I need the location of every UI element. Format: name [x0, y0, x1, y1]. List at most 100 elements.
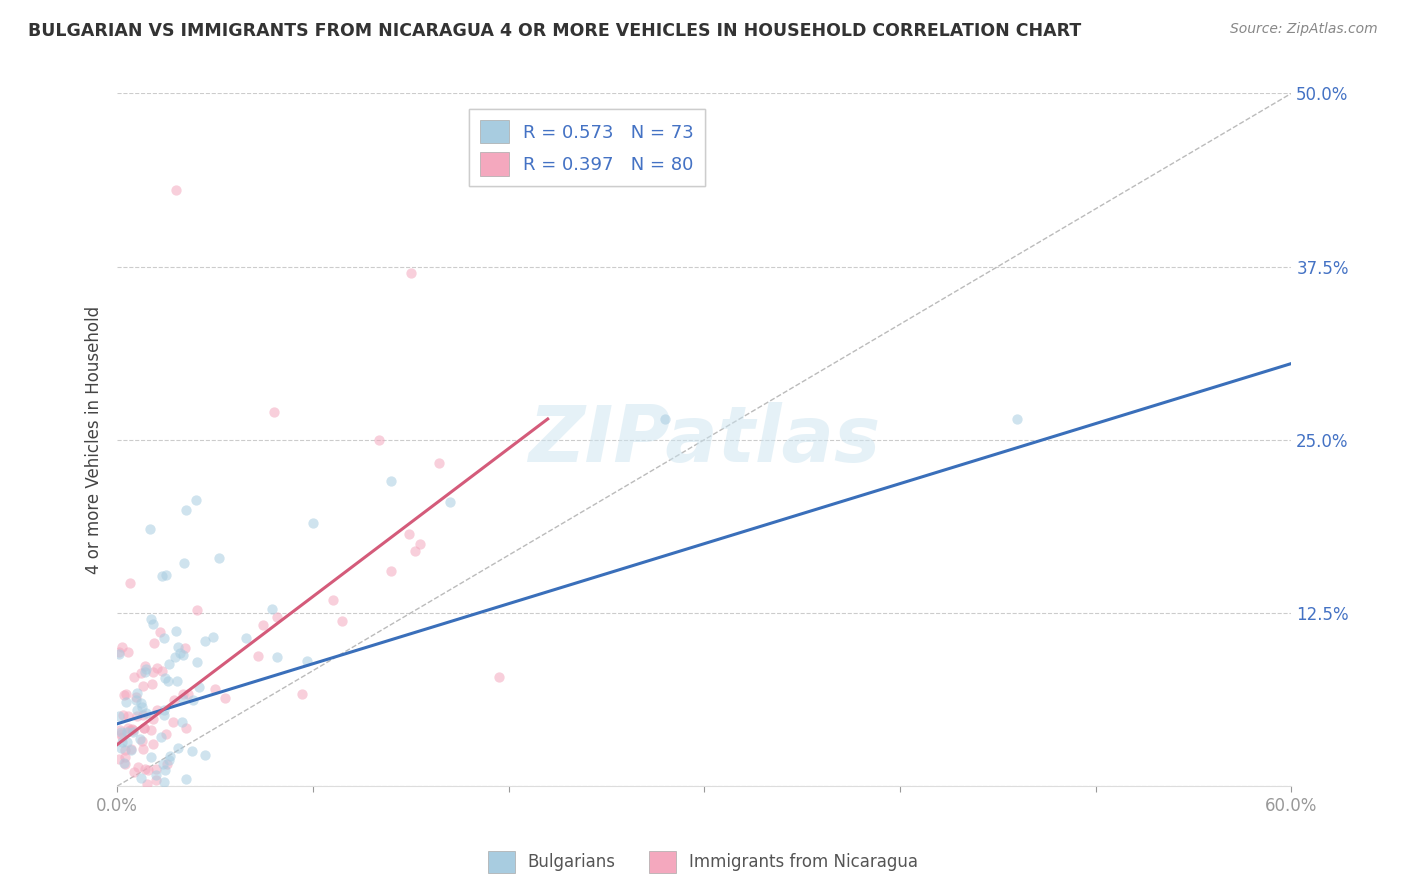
Point	[153, 631, 176, 645]
Point	[121, 725, 143, 739]
Point	[142, 737, 165, 751]
Point	[134, 658, 156, 673]
Point	[132, 707, 155, 722]
Point	[186, 602, 208, 616]
Point	[153, 764, 176, 778]
Point	[145, 762, 167, 776]
Point	[131, 733, 153, 747]
Point	[114, 750, 136, 764]
Point	[172, 648, 194, 662]
Point	[122, 723, 145, 738]
Point	[153, 707, 176, 722]
Point	[166, 640, 188, 655]
Point	[153, 671, 176, 685]
Y-axis label: 4 or more Vehicles in Household: 4 or more Vehicles in Household	[86, 306, 103, 574]
Point	[127, 709, 149, 723]
Point	[110, 740, 132, 755]
Point	[172, 692, 194, 706]
Point	[149, 625, 172, 640]
Point	[159, 748, 181, 763]
Point	[488, 670, 510, 684]
Point	[297, 654, 319, 668]
Point	[145, 768, 167, 782]
Point	[112, 688, 135, 702]
Point	[108, 645, 131, 659]
Point	[115, 687, 138, 701]
Point	[122, 764, 145, 779]
Point	[110, 723, 132, 738]
Point	[125, 686, 148, 700]
Point	[187, 681, 209, 695]
Point	[186, 655, 208, 669]
Point	[108, 752, 131, 766]
Point	[169, 646, 191, 660]
Point	[172, 715, 194, 730]
Point	[108, 709, 131, 723]
Point	[132, 679, 155, 693]
Point	[141, 723, 163, 738]
Point	[145, 773, 167, 788]
Point	[114, 743, 136, 757]
Point	[194, 748, 217, 763]
Text: ZIPatlas: ZIPatlas	[529, 401, 880, 478]
Point	[156, 756, 179, 771]
Point	[135, 662, 157, 676]
Point	[121, 742, 143, 756]
Point	[135, 706, 157, 720]
Point	[166, 673, 188, 688]
Point	[322, 593, 344, 607]
Point	[1007, 412, 1029, 426]
Point	[145, 703, 167, 717]
Point	[176, 722, 198, 736]
Point	[153, 774, 176, 789]
Point	[157, 673, 180, 688]
Point	[654, 412, 676, 426]
Point	[134, 665, 156, 680]
Point	[127, 760, 149, 774]
Text: BULGARIAN VS IMMIGRANTS FROM NICARAGUA 4 OR MORE VEHICLES IN HOUSEHOLD CORRELATI: BULGARIAN VS IMMIGRANTS FROM NICARAGUA 4…	[28, 22, 1081, 40]
Point	[111, 735, 134, 749]
Point	[302, 516, 325, 530]
Point	[110, 725, 132, 739]
Point	[163, 650, 186, 665]
Point	[142, 665, 165, 680]
Point	[134, 762, 156, 776]
Point	[125, 693, 148, 707]
Legend: R = 0.573   N = 73, R = 0.397   N = 80: R = 0.573 N = 73, R = 0.397 N = 80	[470, 110, 704, 186]
Point	[111, 708, 134, 723]
Point	[115, 725, 138, 739]
Point	[266, 649, 288, 664]
Point	[108, 648, 131, 662]
Point	[139, 612, 162, 626]
Point	[125, 690, 148, 704]
Point	[149, 730, 172, 744]
Point	[155, 727, 177, 741]
Point	[117, 645, 139, 659]
Point	[150, 664, 173, 678]
Point	[115, 735, 138, 749]
Point	[439, 495, 461, 509]
Point	[132, 722, 155, 736]
Point	[157, 657, 180, 671]
Point	[128, 731, 150, 746]
Legend: Bulgarians, Immigrants from Nicaragua: Bulgarians, Immigrants from Nicaragua	[481, 845, 925, 880]
Point	[380, 475, 402, 489]
Point	[174, 503, 197, 517]
Point	[131, 699, 153, 714]
Point	[165, 624, 187, 639]
Point	[162, 715, 184, 730]
Point	[111, 640, 134, 654]
Point	[132, 721, 155, 735]
Point	[166, 741, 188, 756]
Point	[214, 690, 236, 705]
Point	[121, 722, 143, 736]
Point	[127, 703, 149, 717]
Point	[194, 634, 217, 648]
Point	[114, 757, 136, 772]
Point	[399, 267, 422, 281]
Point	[155, 568, 177, 582]
Point	[112, 756, 135, 770]
Point	[146, 660, 169, 674]
Point	[142, 616, 165, 631]
Point	[174, 772, 197, 786]
